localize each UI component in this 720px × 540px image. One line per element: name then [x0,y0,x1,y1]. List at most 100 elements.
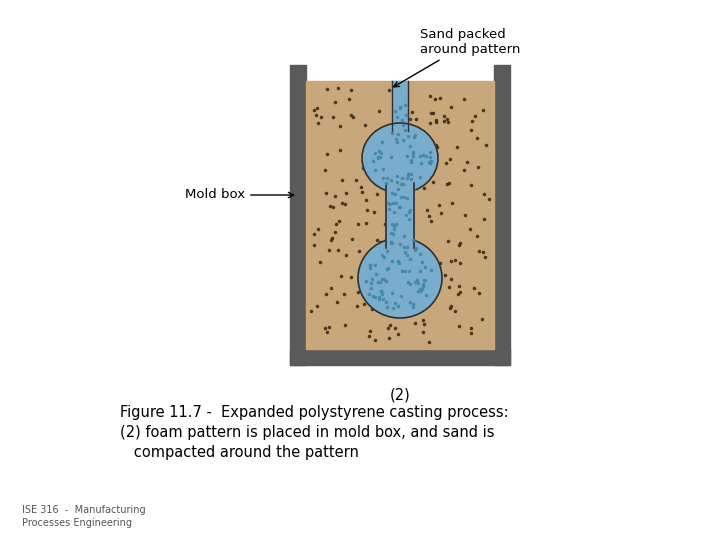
Point [400,247,411,256]
Point [452,290,464,299]
Point [392,330,404,339]
Point [445,103,456,111]
Point [371,270,382,279]
Point [390,135,402,144]
Point [390,199,402,208]
Point [373,293,384,302]
Point [424,159,436,168]
Point [398,146,410,155]
Point [305,306,317,315]
Point [332,298,343,306]
Point [328,202,339,211]
Point [374,153,386,162]
Point [395,239,406,248]
Point [312,225,324,234]
Point [371,190,382,198]
Point [361,277,372,286]
Point [316,113,328,122]
Point [375,287,387,295]
Point [398,193,410,201]
Point [369,335,381,344]
Point [371,261,382,270]
Point [379,253,390,261]
Point [341,189,352,198]
Point [352,220,364,229]
Point [379,275,390,284]
Point [383,333,395,342]
Point [369,293,380,301]
Point [320,289,331,298]
Point [454,288,466,296]
Point [420,133,432,141]
Point [444,283,455,292]
Point [367,292,379,300]
Point [387,199,399,207]
Point [324,202,336,211]
Point [369,166,380,175]
Point [402,132,414,140]
Point [366,305,378,313]
Point [424,92,436,100]
Point [401,251,413,260]
Point [405,174,417,183]
Point [451,142,462,151]
Point [454,259,465,268]
Point [321,84,333,93]
Point [426,157,437,166]
Point [418,184,429,193]
Text: (2): (2) [390,387,410,402]
Point [405,308,416,317]
Point [378,126,390,134]
Point [368,208,379,217]
Point [402,278,413,287]
Point [478,190,490,198]
Point [399,232,410,240]
Point [477,248,489,256]
Point [330,219,342,228]
Point [409,246,420,254]
Point [369,148,381,157]
Point [479,253,490,262]
Point [360,195,372,204]
Point [387,293,398,302]
Point [325,235,336,244]
Point [384,267,395,275]
Point [374,294,385,303]
Point [407,303,418,312]
Point [459,211,470,220]
Point [404,230,415,238]
Point [404,115,415,124]
Point [441,179,452,188]
Point [377,165,389,173]
Point [386,257,397,266]
Point [389,190,400,198]
Point [352,287,364,296]
Point [377,128,389,137]
Point [443,237,454,245]
Point [426,217,437,225]
Point [380,179,392,187]
Point [391,177,402,186]
Point [466,125,477,134]
Point [312,119,324,128]
Point [399,126,410,134]
Point [441,159,452,167]
Point [442,118,454,127]
Point [384,199,395,208]
Point [386,189,397,198]
Point [389,225,400,234]
Point [392,138,403,147]
Point [363,289,374,298]
Point [424,147,436,156]
Point [427,108,438,117]
Point [355,183,366,192]
Point [383,234,395,243]
Point [397,284,409,292]
Point [407,235,418,244]
Point [387,178,399,186]
Point [374,146,385,155]
Point [423,212,435,220]
Point [385,237,397,246]
Point [369,261,380,270]
Point [407,108,418,117]
